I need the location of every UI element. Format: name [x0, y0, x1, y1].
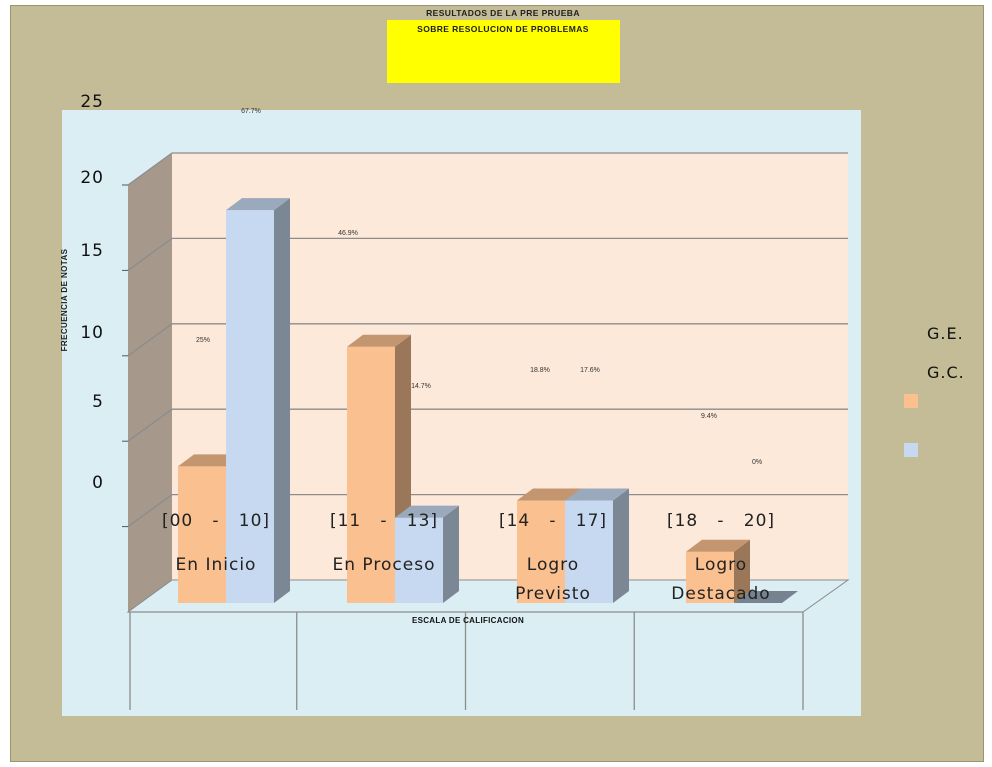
bar-side — [613, 488, 629, 603]
x-axis-title: ESCALA DE CALIFICACION — [412, 616, 524, 625]
y-tick-label: 15 — [80, 241, 104, 261]
category-range-label: [00 - 10] — [162, 511, 270, 531]
category-range-label: [11 - 13] — [330, 511, 438, 531]
gridline-side — [127, 152, 173, 186]
legend-label-ge: G.E. — [927, 324, 964, 343]
category-name-label: En Proceso — [333, 555, 436, 575]
category-name-label: Logro Destacado — [671, 555, 770, 604]
data-label: 25% — [196, 337, 210, 344]
bar-ge-2 — [517, 500, 565, 603]
category-name-label: Logro Previsto — [515, 555, 591, 604]
bar-top — [347, 334, 411, 347]
gridline-side — [127, 408, 173, 442]
data-label: 67.7% — [241, 108, 261, 115]
bar-top — [395, 505, 459, 518]
bar-top — [226, 198, 290, 211]
side-wall — [128, 153, 172, 612]
bar-top — [686, 539, 750, 552]
bar-gc-1 — [395, 517, 443, 603]
category-range-label: [14 - 17] — [499, 511, 607, 531]
gridline-side — [127, 494, 173, 528]
category-name-word: Previsto — [515, 584, 591, 604]
data-label: 14.7% — [411, 383, 431, 390]
bar-gc-2 — [565, 500, 613, 603]
y-tick-label: 20 — [80, 168, 104, 188]
bar-ge-1 — [347, 346, 395, 603]
y-tick-label: 25 — [80, 92, 104, 112]
category-name-word: Destacado — [671, 584, 770, 604]
data-label: 9.4% — [701, 413, 717, 420]
data-label: 0% — [752, 459, 762, 466]
y-axis-title: FRECUENCIA DE NOTAS — [60, 248, 69, 351]
category-range-label: [18 - 20] — [667, 511, 775, 531]
bar-side — [734, 539, 750, 603]
category-name-label: En Inicio — [176, 555, 257, 575]
chart-title-line2: SOBRE RESOLUCION DE PROBLEMAS — [417, 24, 589, 34]
data-label: 18.8% — [530, 367, 550, 374]
data-label: 17.6% — [580, 367, 600, 374]
gridline-side — [127, 323, 173, 357]
data-label: 46.9% — [338, 230, 358, 237]
bar-side — [274, 198, 290, 603]
bar-top — [517, 488, 581, 501]
chart-title-line1: RESULTADOS DE LA PRE PRUEBA — [426, 8, 580, 18]
y-tick-label: 10 — [80, 323, 104, 343]
legend-swatch-ge — [904, 394, 918, 408]
bar-ge-0 — [178, 466, 226, 603]
legend-label-gc: G.C. — [927, 363, 965, 382]
title-highlight-box — [387, 20, 620, 83]
gridline-side — [127, 237, 173, 271]
category-name-word: Logro — [527, 555, 579, 575]
y-tick-label: 5 — [92, 392, 104, 412]
y-tick-label: 0 — [92, 473, 104, 493]
bar-top — [565, 488, 629, 501]
bar-gc-0 — [226, 210, 274, 603]
category-name-word: Logro — [695, 555, 747, 575]
bar-ge-3 — [686, 551, 734, 603]
legend-swatch-gc — [904, 443, 918, 457]
bar-side — [443, 505, 459, 603]
bar-flat — [734, 591, 798, 603]
